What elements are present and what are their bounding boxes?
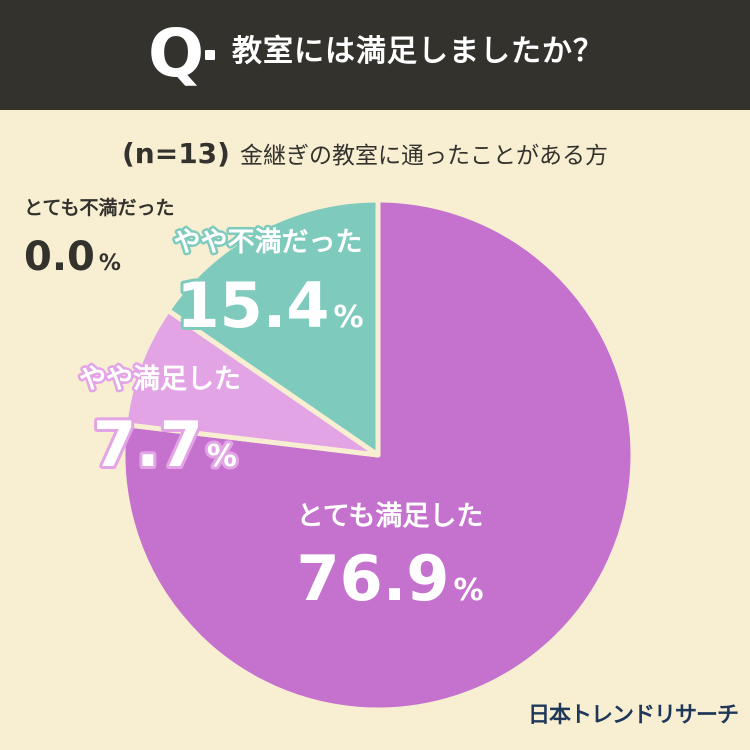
pie-slice-somewhat-satisfied (122, 307, 381, 458)
label-very-dissatisfied: とても不満だった (24, 197, 174, 219)
q-mark: Q (148, 15, 205, 92)
pie-slice-somewhat-dissatisfied (165, 197, 381, 458)
question-title: 教室には満足しましたか？ (232, 34, 604, 69)
brand-logo: 日本トレンドリサーチ (528, 703, 739, 728)
value-very-dissatisfied: 0.0% (24, 234, 121, 280)
label-somewhat-satisfied: やや満足した (79, 364, 241, 395)
sample-description: 金継ぎの教室に通ったことがある方 (239, 143, 608, 169)
sample-info: (n=13) 金継ぎの教室に通ったことがある方 (122, 136, 608, 174)
label-somewhat-dissatisfied: やや不満だった (174, 227, 363, 258)
header-bar: Q 教室には満足しましたか？ (0, 0, 750, 110)
label-very-satisfied: とても満足した (297, 501, 484, 532)
value-somewhat-dissatisfied: 15.4% (176, 269, 363, 342)
sample-size: (n=13) (122, 137, 230, 170)
pie-labels: とても満足した 76.9 % やや満足した 7.7 % やや不満だった 15.4 % とても不満だ… (24, 197, 484, 615)
q-dot (205, 50, 215, 60)
value-very-satisfied: 76.9% (296, 542, 483, 615)
pie-slices (120, 197, 636, 713)
value-somewhat-satisfied: 7.7% (93, 408, 237, 481)
